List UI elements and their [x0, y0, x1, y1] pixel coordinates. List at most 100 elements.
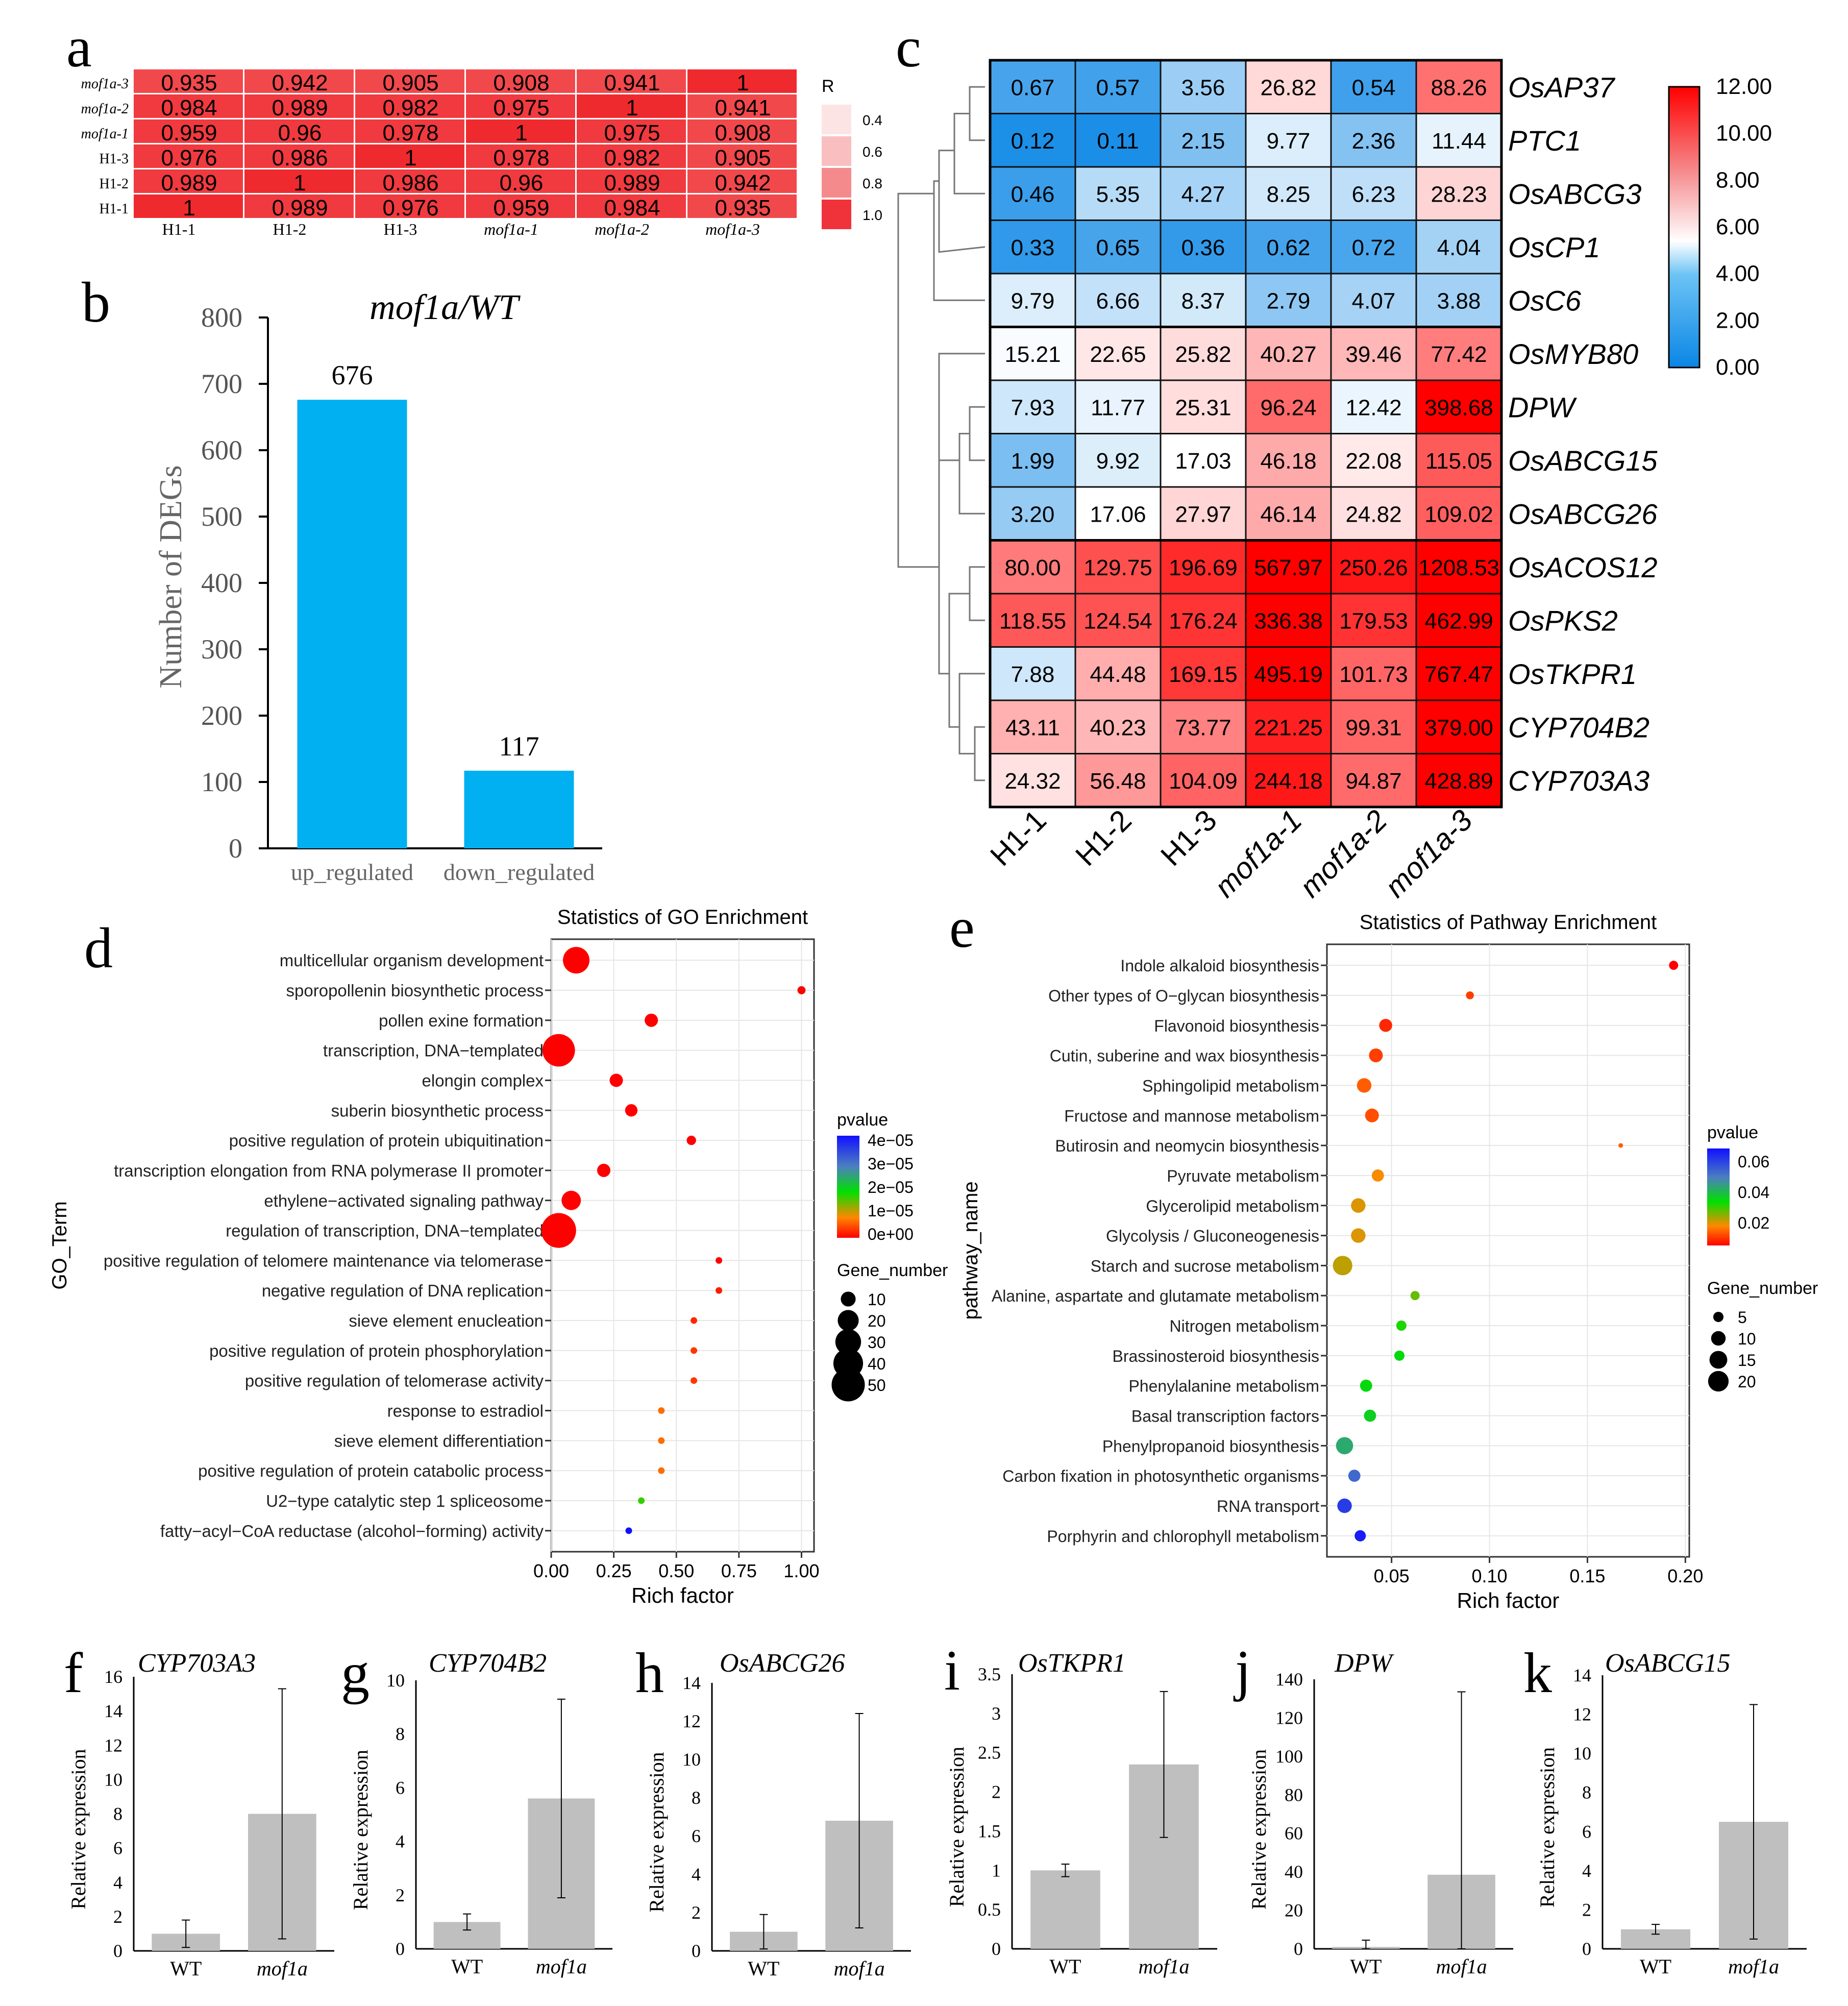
corr-cell	[244, 94, 354, 118]
heat-value: 2.15	[1181, 129, 1225, 154]
chart-title: DPW	[1334, 1649, 1394, 1678]
x-tick-label: 0.50	[658, 1560, 694, 1581]
corr-cell	[687, 69, 797, 93]
term-label: Sphingolipid metabolism	[1142, 1077, 1319, 1095]
gene-label: OsCP1	[1508, 231, 1600, 263]
term-label: elongin complex	[422, 1071, 544, 1090]
heat-value: 56.48	[1090, 769, 1146, 794]
y-tick-label: 14	[104, 1701, 122, 1721]
heat-cell	[1074, 273, 1162, 328]
heat-value: 25.82	[1175, 342, 1231, 367]
bar-down_regulated	[464, 770, 574, 848]
heat-cell	[1160, 326, 1247, 381]
corr-cell	[687, 119, 797, 143]
data-point	[1394, 1350, 1405, 1361]
corr-value: 1	[404, 145, 416, 170]
term-label: Cutin, suberine and wax biosynthesis	[1050, 1047, 1319, 1065]
corr-cell	[134, 194, 243, 218]
term-label: Basal transcription factors	[1131, 1407, 1319, 1426]
x-category-label: up_regulated	[291, 859, 413, 885]
term-label: Carbon fixation in photosynthetic organi…	[1002, 1467, 1319, 1485]
data-point	[1379, 1019, 1392, 1032]
colorbar-tick: 0.00	[1716, 355, 1760, 380]
heat-value: 43.11	[1005, 715, 1060, 740]
term-label: Glycerolipid metabolism	[1146, 1197, 1319, 1215]
bar-up_regulated	[297, 400, 407, 848]
corr-value: 0.978	[382, 120, 438, 145]
data-point	[1618, 1143, 1623, 1148]
heat-value: 221.25	[1254, 715, 1323, 740]
data-point	[541, 1213, 576, 1248]
y-tick-label: 40	[1285, 1862, 1303, 1882]
data-point	[1357, 1078, 1372, 1093]
data-point	[561, 1190, 581, 1210]
corr-cell	[577, 119, 686, 143]
y-tick-label: 4	[692, 1864, 701, 1885]
dendrogram-branch	[974, 726, 985, 781]
y-tick-label: 80	[1285, 1784, 1303, 1805]
pvalue-legend-title: pvalue	[1707, 1123, 1758, 1142]
term-label: Phenylpropanoid biosynthesis	[1102, 1437, 1319, 1455]
data-point	[597, 1163, 611, 1177]
gene-label: OsABCG15	[1508, 445, 1658, 477]
corr-value: 0.935	[161, 70, 217, 95]
heat-value: 179.53	[1339, 608, 1408, 633]
colorbar-tick: 12.00	[1716, 74, 1772, 99]
row-label: H1-2	[99, 176, 129, 192]
heat-value: 44.48	[1090, 662, 1146, 687]
panel-letter-g: g	[341, 1642, 369, 1705]
heat-value: 176.24	[1169, 608, 1238, 633]
heat-cell	[1415, 379, 1502, 434]
gene-label: OsC6	[1508, 284, 1582, 316]
corr-cell	[134, 144, 243, 168]
heat-cell	[1245, 646, 1332, 701]
heat-cell	[1160, 486, 1247, 541]
corr-cell	[244, 69, 354, 93]
data-point	[1348, 1470, 1361, 1482]
y-tick-label: 800	[201, 302, 242, 333]
heat-value: 196.69	[1169, 555, 1238, 580]
y-tick-label: 10	[682, 1749, 701, 1770]
panel-letter-b: b	[82, 271, 110, 334]
term-label: suberin biosynthetic process	[331, 1101, 544, 1120]
term-label: Fructose and mannose metabolism	[1064, 1107, 1319, 1125]
size-legend-label: 20	[1738, 1373, 1756, 1391]
corr-cell	[466, 69, 575, 93]
y-tick-label: 6	[113, 1838, 122, 1858]
heat-value: 26.82	[1260, 75, 1316, 100]
heat-cell	[989, 219, 1076, 275]
data-point	[658, 1407, 665, 1414]
corr-cell	[134, 119, 243, 143]
size-legend-title: Gene_number	[1707, 1279, 1818, 1298]
heat-value: 73.77	[1175, 715, 1231, 740]
heat-cell	[1415, 219, 1502, 275]
y-axis-title: pathway_name	[959, 1181, 982, 1319]
data-point	[1369, 1048, 1383, 1063]
corr-cell	[466, 94, 575, 118]
data-point	[686, 1135, 696, 1145]
heat-cell	[1160, 646, 1247, 701]
corr-value: 0.942	[714, 170, 771, 195]
legend-title: R	[822, 77, 834, 96]
heat-value: 2.36	[1352, 129, 1396, 154]
term-label: Butirosin and neomycin biosynthesis	[1055, 1137, 1319, 1155]
x-category-label: WT	[1640, 1955, 1671, 1978]
data-point	[625, 1527, 632, 1534]
heat-value: 46.18	[1260, 449, 1316, 474]
y-tick-label: 8	[692, 1788, 701, 1808]
corr-value: 0.941	[714, 95, 771, 120]
size-legend-dot	[841, 1291, 856, 1307]
chart-title: OsTKPR1	[1018, 1649, 1126, 1678]
heat-cell	[1160, 699, 1247, 754]
pvalue-legend-label: 0e+00	[868, 1225, 914, 1243]
corr-cell	[134, 69, 243, 93]
corr-value: 0.982	[382, 95, 438, 120]
heat-value: 27.97	[1175, 502, 1231, 527]
col-label: mof1a-2	[1293, 803, 1393, 903]
x-category-label: mof1a	[1138, 1955, 1189, 1978]
y-tick-label: 4	[396, 1831, 405, 1852]
size-legend-label: 15	[1738, 1351, 1756, 1369]
plot-panel	[550, 938, 815, 1553]
dendrogram-branch	[958, 673, 985, 754]
y-tick-label: 0	[992, 1939, 1001, 1959]
